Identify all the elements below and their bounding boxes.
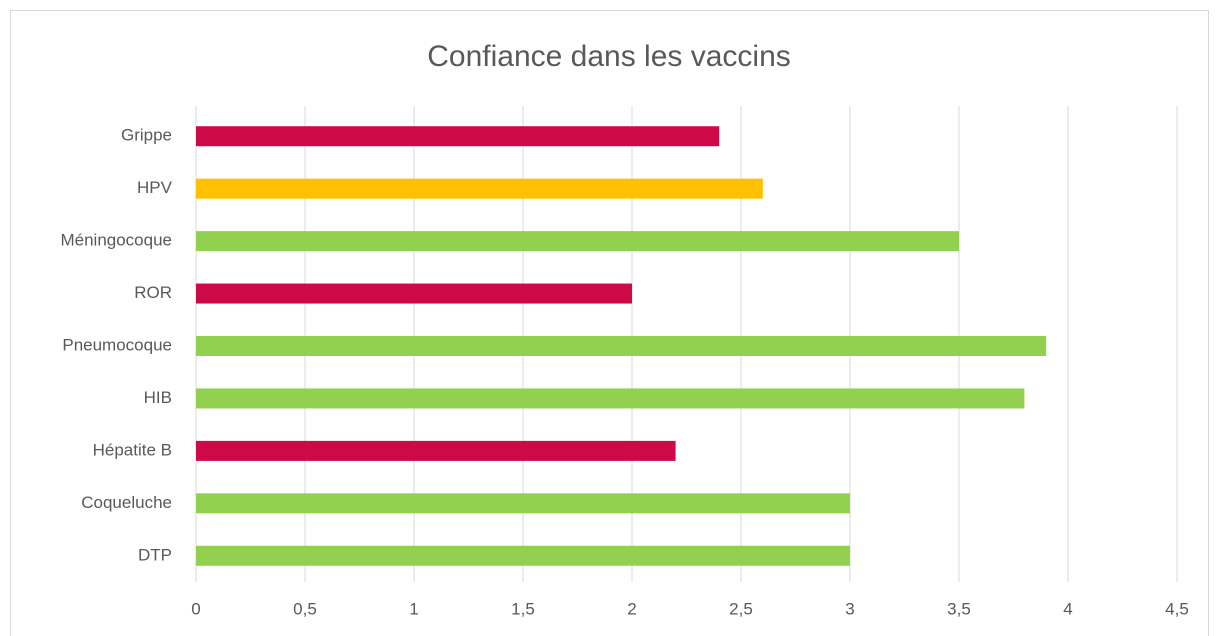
bar: [196, 440, 676, 461]
y-tick-label: DTP: [138, 545, 172, 564]
y-tick-label: Méningocoque: [60, 231, 172, 250]
bar: [196, 388, 1025, 409]
y-tick-label: Hépatite B: [93, 440, 172, 459]
x-tick-label: 4,5: [1165, 599, 1189, 618]
y-tick-label: HIB: [144, 388, 172, 407]
x-tick-label: 0: [191, 599, 200, 618]
bar: [196, 336, 1047, 356]
x-tick-label: 3,5: [947, 599, 971, 618]
x-tick-label: 4: [1063, 599, 1072, 618]
bar: [196, 178, 763, 199]
y-tick-label: ROR: [134, 283, 172, 302]
x-tick-label: 1: [409, 599, 418, 618]
bar: [196, 126, 720, 147]
x-tick-label: 2,5: [729, 599, 753, 618]
x-tick-label: 3: [845, 599, 854, 618]
chart-title: Confiance dans les vaccins: [427, 40, 791, 73]
bar: [196, 545, 850, 566]
x-tick-label: 0,5: [293, 599, 317, 618]
bar: [196, 283, 632, 304]
x-tick-label: 1,5: [511, 599, 535, 618]
bar: [196, 231, 959, 252]
chart-border: [10, 10, 1209, 636]
y-tick-label: Pneumocoque: [62, 335, 172, 354]
y-tick-label: HPV: [137, 178, 173, 197]
y-tick-label: Grippe: [121, 126, 172, 145]
x-tick-label: 2: [627, 599, 636, 618]
y-tick-label: Coqueluche: [81, 493, 172, 512]
bar: [196, 493, 850, 514]
